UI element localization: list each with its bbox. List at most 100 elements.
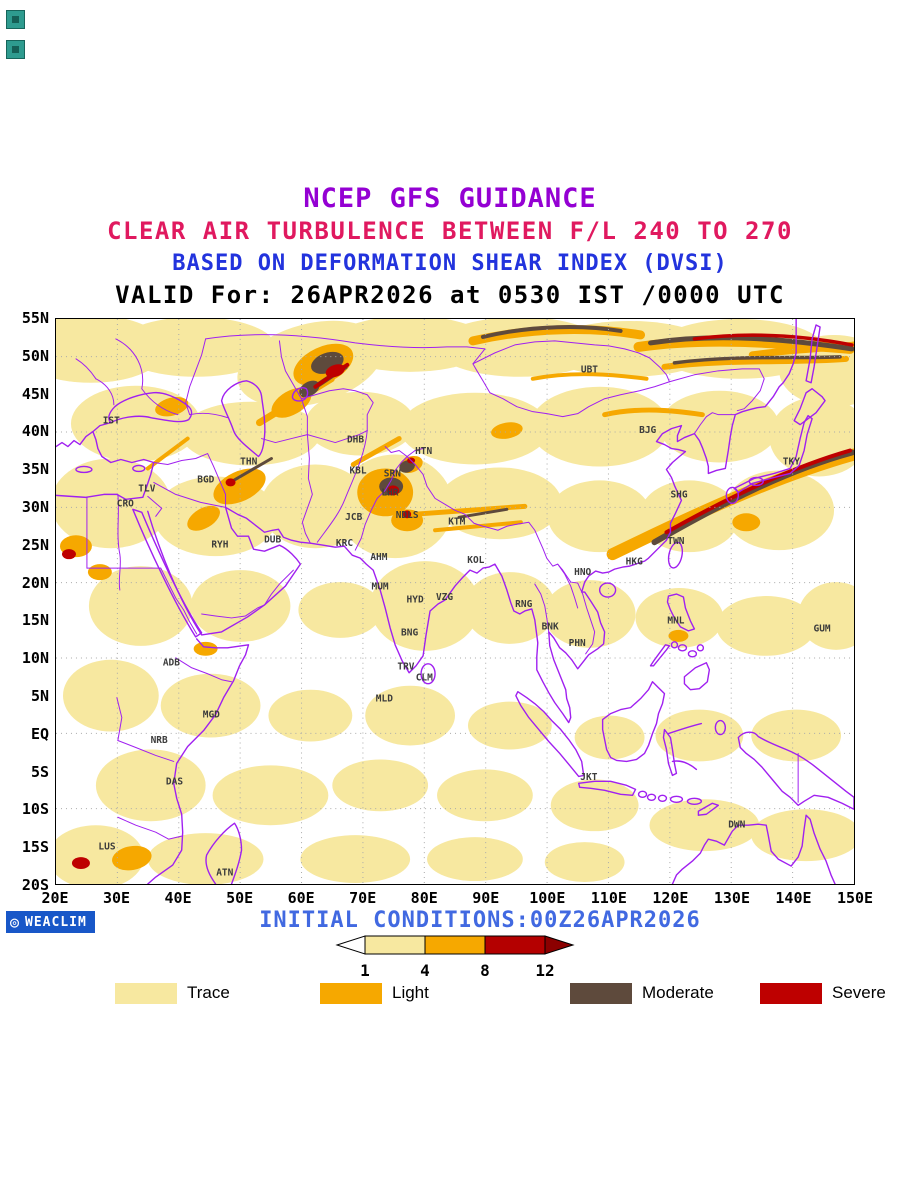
station-label-ndls: NDLS — [396, 510, 419, 521]
station-label-ahm: AHM — [370, 552, 387, 563]
lat-label-5s: 5S — [30, 762, 49, 781]
title-product: CLEAR AIR TURBULENCE BETWEEN F/L 240 TO … — [107, 217, 793, 245]
legend-swatch — [320, 982, 382, 1004]
lon-label-60e: 60E — [287, 889, 315, 907]
lat-label-35n: 35N — [21, 460, 49, 479]
station-label-hkg: HKG — [626, 557, 643, 568]
lat-label-40n: 40N — [21, 422, 49, 441]
colorbar-tick-label: 8 — [480, 961, 490, 980]
turbulence-legend: Trace Light Moderate Severe — [0, 982, 900, 1006]
station-label-mnl: MNL — [667, 615, 684, 626]
station-label-bng: BNG — [401, 627, 418, 638]
colorbar-tick-label: 1 — [360, 961, 370, 980]
lat-label-30n: 30N — [21, 498, 49, 516]
legend-label: Trace — [187, 983, 230, 1002]
colorbar-svg: 1 4 8 12 — [335, 935, 575, 980]
station-label-das: DAS — [166, 777, 183, 788]
moderate-shading — [232, 325, 854, 546]
station-label-lhr: LHR — [381, 487, 398, 498]
station-label-dhb: DHB — [347, 435, 364, 446]
colorbar-arrow-left — [335, 935, 366, 955]
station-label-ubt: UBT — [581, 365, 598, 376]
lat-label-50n: 50N — [21, 346, 49, 365]
station-label-krc: KRC — [336, 538, 353, 549]
lat-label-20n: 20N — [21, 573, 49, 592]
lon-label-140e: 140E — [775, 889, 812, 907]
lon-label-20e: 20E — [41, 889, 69, 907]
legend-label: Moderate — [642, 983, 714, 1002]
lon-label-100e: 100E — [529, 889, 566, 907]
lon-label-150e: 150E — [836, 889, 874, 907]
station-label-hyd: HYD — [407, 594, 424, 605]
station-label-kbl: KBL — [349, 465, 366, 476]
initial-conditions-text: INITIAL CONDITIONS:00Z26APR2026 — [259, 908, 701, 933]
legend-item-light: Light — [320, 982, 429, 1004]
lat-label-5n: 5N — [30, 687, 49, 705]
lat-label-15s: 15S — [21, 838, 49, 857]
intensity-colorbar: 1 4 8 12 — [335, 934, 575, 986]
legend-item-moderate: Moderate — [570, 982, 714, 1004]
legend-swatch — [115, 982, 177, 1004]
station-label-srn: SRN — [384, 468, 401, 479]
corner-icon-bottom[interactable] — [6, 40, 25, 59]
gridlines — [56, 319, 854, 884]
station-label-ist: IST — [103, 416, 120, 427]
colorbar-tick-label: 4 — [420, 961, 430, 980]
colorbar-cell — [484, 935, 546, 955]
lon-label-120e: 120E — [652, 889, 689, 907]
legend-item-trace: Trace — [115, 982, 230, 1004]
lat-label-10s: 10S — [21, 800, 49, 819]
station-label-twn: TWN — [667, 536, 684, 547]
title-valid-time: VALID For: 26APR2026 at 0530 IST /0000 U… — [115, 281, 785, 309]
coastlines — [56, 319, 854, 884]
legend-label: Light — [392, 983, 429, 1002]
legend-swatch — [760, 982, 822, 1004]
station-label-hno: HNO — [574, 567, 591, 578]
legend-item-severe: Severe — [760, 982, 886, 1004]
lat-label-eq: EQ — [30, 724, 49, 743]
station-label-mgd: MGD — [203, 709, 220, 720]
station-label-ryh: RYH — [211, 539, 228, 550]
colorbar-cell — [364, 935, 426, 955]
corner-icon-dot — [12, 46, 19, 53]
lon-label-90e: 90E — [472, 889, 500, 907]
station-label-thn: THN — [240, 456, 257, 467]
lon-label-80e: 80E — [410, 889, 438, 907]
lat-label-20s: 20S — [21, 876, 49, 894]
lat-label-45n: 45N — [21, 384, 49, 403]
station-label-cro: CRO — [117, 499, 134, 510]
station-label-vzg: VZG — [436, 592, 453, 603]
title-model: NCEP GFS GUIDANCE — [303, 183, 597, 214]
station-label-dwn: DWN — [728, 820, 745, 831]
station-label-rng: RNG — [515, 599, 532, 610]
turbulence-map-svg: IST CRO TLV BGD THN RYH DUB ADB MGD NRB DAS LUS ATN D… — [56, 319, 854, 884]
lon-label-40e: 40E — [164, 889, 192, 907]
lon-label-110e: 110E — [590, 889, 627, 907]
lon-label-50e: 50E — [226, 889, 254, 907]
lon-label-30e: 30E — [102, 889, 131, 907]
station-label-kol: KOL — [467, 555, 484, 566]
station-labels: IST CRO TLV BGD THN RYH DUB ADB MGD NRB DAS LUS ATN D… — [98, 365, 831, 879]
map-plot-area: IST CRO TLV BGD THN RYH DUB ADB MGD NRB DAS LUS ATN D… — [55, 318, 855, 885]
station-label-phn: PHN — [569, 638, 586, 649]
weaclim-logo[interactable]: ◎ WEACLIM — [6, 911, 95, 933]
weaclim-logo-icon: ◎ — [10, 912, 21, 931]
station-label-mld: MLD — [376, 694, 393, 705]
lat-label-10n: 10N — [21, 649, 49, 668]
legend-swatch — [570, 982, 632, 1004]
corner-icon-dot — [12, 16, 19, 23]
station-label-gum: GUM — [814, 624, 831, 635]
station-label-tlv: TLV — [138, 483, 155, 494]
lat-label-55n: 55N — [21, 309, 49, 327]
country-borders — [75, 334, 799, 840]
title-method: BASED ON DEFORMATION SHEAR INDEX (DVSI) — [172, 251, 728, 276]
legend-label: Severe — [832, 983, 886, 1002]
station-label-lus: LUS — [98, 841, 115, 852]
corner-icon-top[interactable] — [6, 10, 25, 29]
lon-label-70e: 70E — [349, 889, 377, 907]
lat-label-25n: 25N — [21, 535, 49, 554]
station-label-nrb: NRB — [151, 735, 168, 746]
station-label-jkt: JKT — [580, 772, 597, 783]
station-label-tky: TKY — [783, 456, 800, 467]
